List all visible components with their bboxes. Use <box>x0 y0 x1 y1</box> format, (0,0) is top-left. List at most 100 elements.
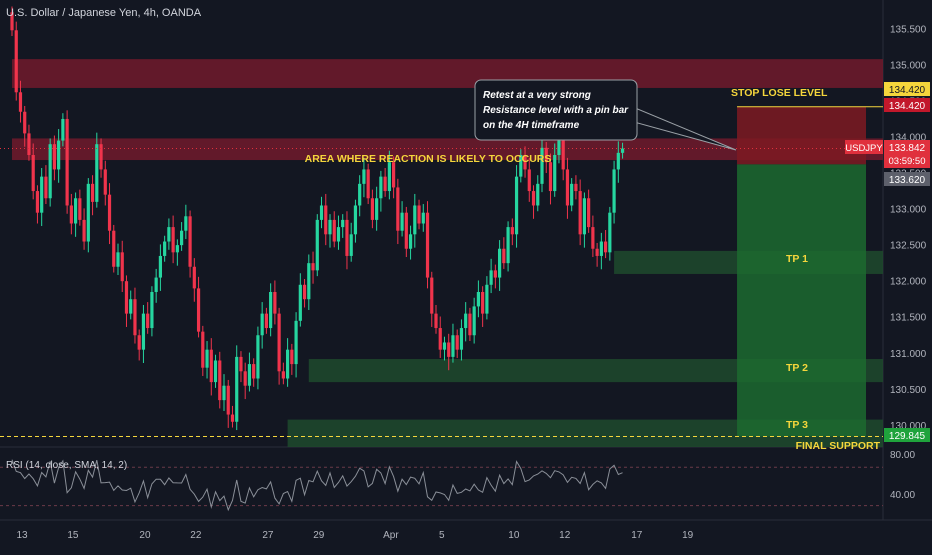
candle-body <box>57 141 60 170</box>
candle-body <box>604 242 607 253</box>
time-tick-label: 22 <box>190 530 202 541</box>
time-tick-label: 12 <box>559 530 571 541</box>
candle-body <box>112 231 115 267</box>
candle-body <box>426 213 429 278</box>
chart-title: U.S. Dollar / Japanese Yen, 4h, OANDA <box>6 7 202 19</box>
candle-body <box>121 252 124 281</box>
candle-body <box>49 144 52 198</box>
candle-body <box>439 328 442 350</box>
candle-body <box>388 162 391 191</box>
candle-body <box>150 292 153 328</box>
support-price-tag: 129.845 <box>884 428 930 442</box>
candle-body <box>278 314 281 372</box>
candle <box>235 345 238 430</box>
candle-body <box>456 335 459 349</box>
symbol-tag: USDJPY <box>845 140 883 154</box>
candle-body <box>379 177 382 199</box>
candle-body <box>333 220 336 242</box>
tp3-label: TP 3 <box>786 419 808 431</box>
candle-body <box>155 278 158 292</box>
callout-line-3: on the 4H timeframe <box>483 120 580 131</box>
candle-body <box>66 119 69 206</box>
time-tick-label: 20 <box>139 530 151 541</box>
candle-body <box>227 386 230 415</box>
candle-body <box>392 162 395 187</box>
time-tick-label: 5 <box>439 530 445 541</box>
candle-body <box>214 360 217 382</box>
candle-body <box>286 350 289 379</box>
candle-body <box>481 292 484 314</box>
candle-body <box>473 306 476 335</box>
price-tick-label: 131.500 <box>890 313 927 324</box>
candle-body <box>362 169 365 183</box>
price-tag-stop-line-text: 134.420 <box>889 101 926 112</box>
callout-line-1: Retest at a very strong <box>483 90 591 101</box>
time-tick-label: Apr <box>383 530 399 541</box>
candle-body <box>307 263 310 299</box>
candle-body <box>498 249 501 278</box>
candle-body <box>371 198 374 220</box>
price-tick-label: 135.500 <box>890 24 927 35</box>
last-price-text: 133.842 <box>889 143 926 154</box>
candle-body <box>244 371 247 385</box>
candle-body <box>316 220 319 270</box>
candle-body <box>587 198 590 227</box>
candle <box>426 201 429 288</box>
candle-body <box>129 299 132 313</box>
candle-body <box>125 281 128 313</box>
candle-body <box>248 364 251 386</box>
candle-body <box>583 198 586 234</box>
candle-body <box>485 285 488 314</box>
candle <box>367 164 370 204</box>
symbol-tag-text: USDJPY <box>845 143 883 154</box>
price-tick-label: 133.000 <box>890 205 927 216</box>
take-profit-zone <box>737 164 866 436</box>
candle-body <box>311 263 314 270</box>
candle-body <box>91 184 94 202</box>
candle-body <box>70 205 73 223</box>
candle-body <box>515 177 518 235</box>
candle-body <box>617 153 620 170</box>
candle-body <box>367 169 370 198</box>
candle-body <box>443 342 446 349</box>
candle-body <box>299 285 302 321</box>
candle-body <box>528 169 531 191</box>
candle-body <box>320 205 323 219</box>
candle-body <box>413 205 416 234</box>
candle <box>66 110 69 213</box>
candle-body <box>87 184 90 242</box>
candle-body <box>163 242 166 256</box>
candle-body <box>201 332 204 368</box>
stop-loss-zone <box>737 107 866 165</box>
candle <box>316 214 319 276</box>
candle-body <box>32 155 35 191</box>
rsi-label: RSI (14, close, SMA, 14, 2) <box>6 460 127 471</box>
candle-body <box>188 216 191 266</box>
candle-body <box>138 335 141 349</box>
candle-body <box>108 195 111 231</box>
candle-body <box>82 220 85 242</box>
candle-body <box>252 364 255 378</box>
candle-body <box>354 205 357 234</box>
price-tag-stop-line: 134.420 <box>884 98 930 112</box>
candle-body <box>417 205 420 223</box>
candle-body <box>36 191 39 213</box>
candle-body <box>193 267 196 289</box>
time-tick-label: 15 <box>67 530 79 541</box>
candle-body <box>557 141 560 155</box>
candle-body <box>409 234 412 248</box>
candle-body <box>494 270 497 277</box>
candle-body <box>477 292 480 306</box>
candle-body <box>447 342 450 356</box>
candle-body <box>294 321 297 364</box>
candle-body <box>61 119 64 141</box>
time-tick-label: 10 <box>508 530 520 541</box>
candle-body <box>269 292 272 328</box>
candle-body <box>396 187 399 230</box>
candle-body <box>384 177 387 191</box>
candle-body <box>490 270 493 284</box>
candle-body <box>600 242 603 256</box>
candle-body <box>256 335 259 378</box>
entry-price-tag: 133.620 <box>884 172 930 186</box>
